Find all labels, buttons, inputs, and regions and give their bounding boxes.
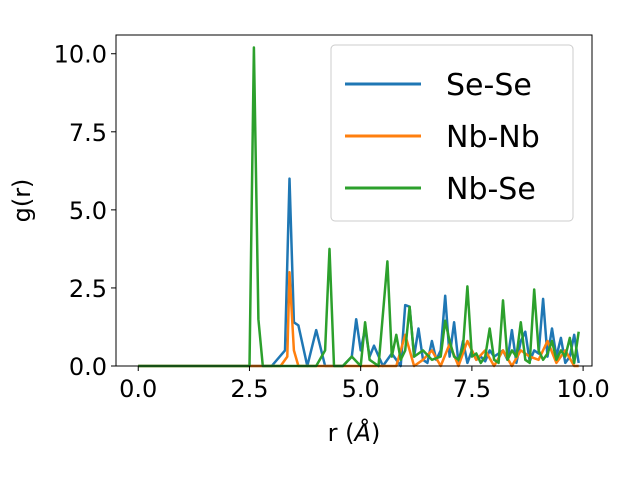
legend-box bbox=[330, 44, 574, 222]
y-axis: 0.0 2.5 5.0 7.5 10.0 bbox=[54, 41, 116, 381]
x-tick-label: 2.5 bbox=[230, 375, 268, 403]
y-axis-label: g(r) bbox=[8, 179, 36, 223]
x-axis-label-prefix: r ( bbox=[328, 419, 355, 447]
x-axis-label-suffix: ) bbox=[371, 419, 380, 447]
x-axis-label: r (Å) bbox=[328, 418, 381, 447]
y-tick-label: 10.0 bbox=[54, 41, 107, 69]
x-axis: 0.0 2.5 5.0 7.5 10.0 bbox=[119, 366, 610, 403]
y-tick-label: 2.5 bbox=[69, 275, 107, 303]
y-tick-label: 0.0 bbox=[69, 353, 107, 381]
legend: Se-Se Nb-Nb Nb-Se bbox=[330, 44, 574, 222]
legend-label: Se-Se bbox=[446, 68, 532, 103]
x-tick-label: 5.0 bbox=[342, 375, 380, 403]
x-tick-label: 7.5 bbox=[453, 375, 491, 403]
x-tick-label: 10.0 bbox=[556, 375, 609, 403]
y-tick-label: 5.0 bbox=[69, 197, 107, 225]
y-tick-label: 7.5 bbox=[69, 119, 107, 147]
x-axis-label-unit: Å bbox=[353, 418, 371, 447]
x-tick-label: 0.0 bbox=[119, 375, 157, 403]
legend-label: Nb-Se bbox=[446, 172, 536, 207]
plot-frame bbox=[115, 34, 593, 367]
legend-label: Nb-Nb bbox=[446, 120, 540, 155]
